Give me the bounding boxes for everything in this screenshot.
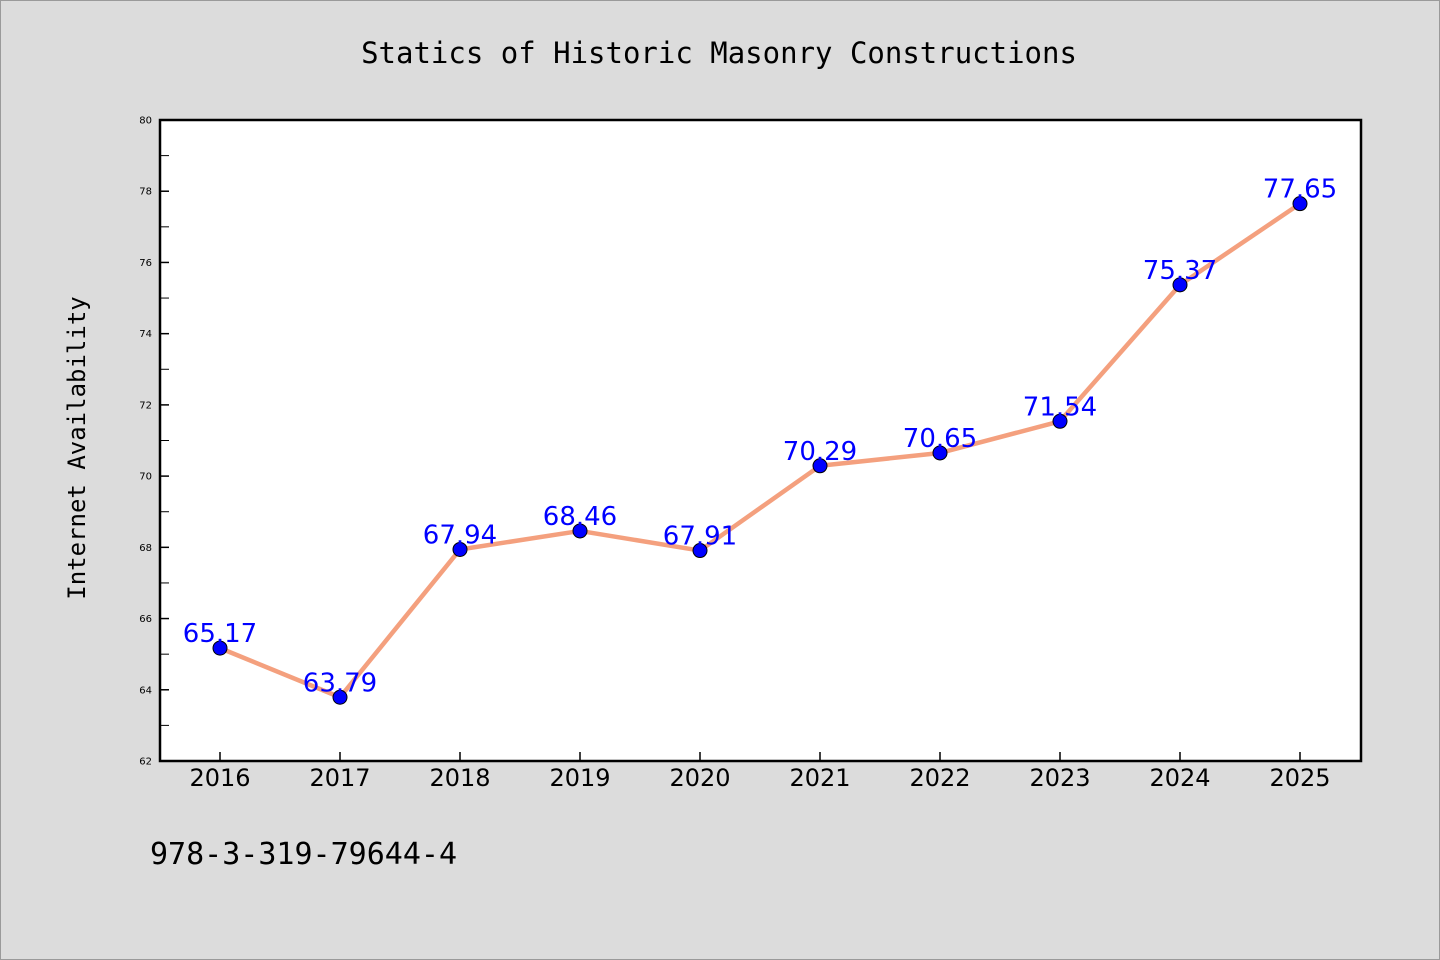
data-point: [692, 543, 708, 559]
data-label: 70.65: [903, 424, 977, 454]
y-tick-label: 70: [139, 472, 152, 483]
data-point: [572, 523, 588, 539]
y-tick-label: 76: [139, 258, 152, 269]
data-point: [932, 445, 948, 461]
x-tick-label: 2023: [1029, 764, 1090, 792]
series-line: [219, 201, 1302, 700]
data-point: [332, 689, 348, 705]
y-tick-label: 78: [139, 187, 152, 198]
data-point: [1052, 413, 1068, 429]
data-point: [212, 640, 228, 656]
chart-title: Statics of Historic Masonry Construction…: [361, 36, 1077, 70]
y-tick-label: 62: [139, 757, 152, 768]
y-tick-label: 64: [139, 685, 152, 696]
y-axis: 62 64 66 68 70 72 74 76 78 80: [139, 116, 169, 768]
data-label: 68.46: [543, 502, 617, 532]
series-group: 65.17 63.79 67.94 68.46 67.91 70.29 70.65 71.54…: [183, 175, 1337, 705]
data-label: 63.79: [303, 668, 377, 698]
x-tick-label: 2016: [189, 764, 250, 792]
y-tick-label: 80: [139, 116, 152, 127]
x-tick-label: 2022: [909, 764, 970, 792]
x-tick-label: 2025: [1269, 764, 1330, 792]
x-tick-label: 2021: [789, 764, 850, 792]
data-label: 67.91: [663, 522, 737, 552]
data-label: 70.29: [783, 437, 857, 467]
data-label: 65.17: [183, 619, 257, 649]
data-label: 75.37: [1143, 256, 1217, 286]
y-tick-label: 72: [139, 400, 152, 411]
x-tick-label: 2020: [669, 764, 730, 792]
x-tick-label: 2018: [429, 764, 490, 792]
y-tick-label: 74: [139, 329, 152, 340]
data-point: [1292, 196, 1308, 212]
x-tick-label: 2019: [549, 764, 610, 792]
y-tick-label: 68: [139, 543, 152, 554]
data-point: [1172, 277, 1188, 293]
x-axis: 2016 2017 2018 2019 2020 2021 2022 2023 2024 2025: [189, 752, 1331, 792]
data-label: 77.65: [1263, 175, 1337, 205]
y-axis-label: Internet Availability: [63, 296, 91, 599]
data-label: 71.54: [1023, 392, 1097, 422]
x-tick-label: 2024: [1149, 764, 1210, 792]
plot-area: [158, 118, 1363, 763]
isbn-text: 978-3-319-79644-4: [150, 837, 457, 872]
x-tick-label: 2017: [309, 764, 370, 792]
y-tick-label: 66: [139, 614, 152, 625]
data-point: [812, 458, 828, 474]
data-point: [452, 541, 468, 557]
data-label: 67.94: [423, 520, 497, 550]
